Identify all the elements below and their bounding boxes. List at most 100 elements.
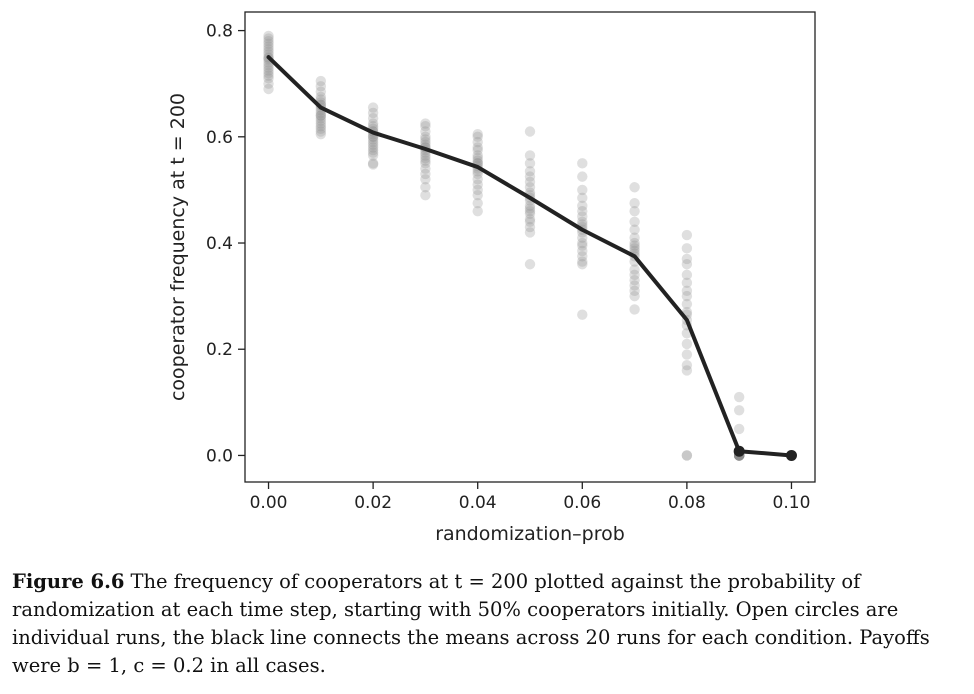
run-point-98 xyxy=(472,205,483,217)
run-point-132 xyxy=(577,232,588,243)
run-point-61 xyxy=(420,120,431,132)
y-tick-label-0.0: 0.0 xyxy=(206,446,233,466)
run-point-92 xyxy=(472,168,483,180)
run-point-167 xyxy=(681,290,693,302)
run-point-134 xyxy=(577,240,588,251)
run-point-87 xyxy=(472,155,483,166)
run-point-175 xyxy=(681,359,693,371)
run-point-94 xyxy=(472,179,483,190)
run-point-85 xyxy=(472,150,483,161)
run-point-44 xyxy=(367,120,379,132)
y-axis: 0.0 0.2 0.4 0.6 0.8 xyxy=(206,22,245,466)
run-point-96 xyxy=(472,190,483,201)
x-axis: 0.00 0.02 0.04 0.06 0.08 0.10 xyxy=(250,482,810,513)
run-point-64 xyxy=(420,134,431,145)
run-point-112 xyxy=(524,203,536,214)
figure-caption: Figure 6.6 The frequency of cooperators a… xyxy=(12,568,962,680)
run-point-118 xyxy=(524,227,536,238)
run-point-37 xyxy=(315,128,327,140)
run-point-16 xyxy=(263,70,274,81)
run-point-20 xyxy=(315,75,327,87)
run-point-15 xyxy=(263,67,274,79)
run-point-141 xyxy=(629,197,640,209)
run-point-0 xyxy=(263,30,274,42)
run-point-76 xyxy=(420,174,431,185)
x-tick-label-0.00: 0.00 xyxy=(250,493,288,513)
run-point-49 xyxy=(367,134,379,145)
x-tick-label-0.06: 0.06 xyxy=(563,493,601,513)
run-point-163 xyxy=(681,259,693,270)
x-tick-label-0.02: 0.02 xyxy=(354,493,392,513)
mean-line-group xyxy=(266,55,797,461)
run-point-77 xyxy=(420,182,431,193)
run-point-105 xyxy=(524,176,536,188)
plot-frame xyxy=(244,11,816,483)
run-point-161 xyxy=(681,243,693,254)
run-point-36 xyxy=(315,126,327,137)
run-point-157 xyxy=(629,290,640,302)
run-point-57 xyxy=(367,159,379,170)
run-point-55 xyxy=(367,150,379,161)
run-point-121 xyxy=(577,171,588,182)
run-point-144 xyxy=(629,224,640,235)
run-point-81 xyxy=(472,131,483,143)
run-point-143 xyxy=(629,216,640,227)
run-point-119 xyxy=(524,259,536,270)
run-point-65 xyxy=(420,136,431,148)
run-point-133 xyxy=(577,237,588,249)
x-axis-title: randomization–prob xyxy=(435,523,625,545)
run-point-84 xyxy=(472,144,483,156)
y-tick-label-0.4: 0.4 xyxy=(206,234,233,254)
run-point-4 xyxy=(263,41,274,52)
run-point-39 xyxy=(315,110,327,121)
run-point-93 xyxy=(472,174,483,185)
run-point-122 xyxy=(577,184,588,196)
run-point-75 xyxy=(420,168,431,180)
run-point-74 xyxy=(420,163,431,174)
run-point-138 xyxy=(577,259,588,270)
run-point-160 xyxy=(681,229,693,241)
run-point-78 xyxy=(420,190,431,201)
run-point-32 xyxy=(315,115,327,127)
run-point-18 xyxy=(263,78,274,89)
run-point-62 xyxy=(420,126,431,137)
run-point-147 xyxy=(629,240,640,251)
run-point-63 xyxy=(420,131,431,143)
run-point-115 xyxy=(524,213,536,225)
y-axis-title: cooperator frequency at t = 200 xyxy=(167,93,189,401)
run-point-146 xyxy=(629,237,640,249)
run-point-42 xyxy=(367,113,379,124)
run-point-21 xyxy=(315,81,327,92)
mean-marker-10 xyxy=(785,449,797,461)
run-point-111 xyxy=(524,200,536,212)
y-tick-label-0.2: 0.2 xyxy=(206,340,233,360)
run-point-164 xyxy=(681,269,693,281)
run-point-152 xyxy=(629,264,640,275)
x-tick-label-0.04: 0.04 xyxy=(459,493,497,513)
run-point-80 xyxy=(472,128,483,140)
run-point-54 xyxy=(367,147,379,158)
run-point-116 xyxy=(524,216,536,227)
y-tick-label-0.6: 0.6 xyxy=(206,128,233,148)
run-point-95 xyxy=(472,184,483,196)
run-point-178 xyxy=(681,450,693,461)
run-point-182 xyxy=(733,423,745,435)
run-point-73 xyxy=(420,158,431,169)
run-point-23 xyxy=(315,91,327,103)
run-point-137 xyxy=(577,256,588,267)
run-point-17 xyxy=(263,73,274,84)
run-point-14 xyxy=(263,65,274,76)
cooperator-frequency-chart: 0.00 0.02 0.04 0.06 0.08 0.10 0.0 0.2 0.4 0.6 0.8… xyxy=(167,11,816,545)
run-point-123 xyxy=(577,192,588,204)
run-point-102 xyxy=(524,158,536,169)
run-point-165 xyxy=(681,277,693,289)
run-point-168 xyxy=(681,298,693,310)
run-point-114 xyxy=(524,208,536,220)
run-point-158 xyxy=(629,304,640,315)
run-point-43 xyxy=(367,118,379,129)
run-point-174 xyxy=(681,349,693,360)
run-point-5 xyxy=(263,43,274,55)
run-point-83 xyxy=(472,142,483,153)
run-point-117 xyxy=(524,221,536,233)
run-point-33 xyxy=(315,118,327,129)
